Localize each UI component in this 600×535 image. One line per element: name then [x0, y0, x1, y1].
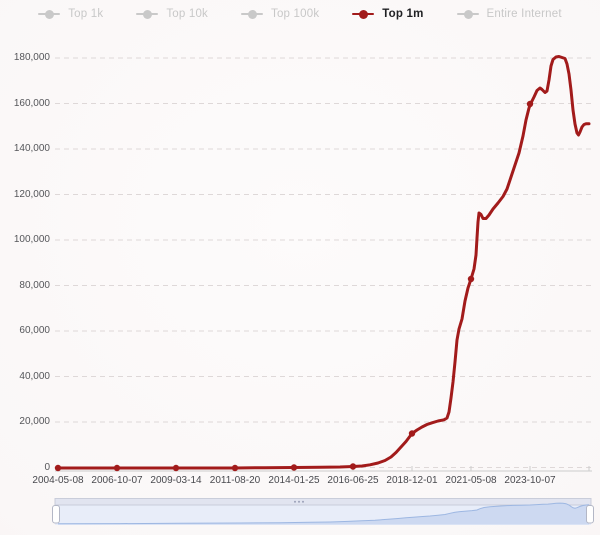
y-axis-label: 120,000 — [13, 188, 50, 200]
scrollbar-grip-icon — [294, 500, 296, 503]
legend-item-top-1k[interactable]: Top 1k — [38, 8, 103, 20]
range-navigator[interactable] — [52, 498, 594, 526]
y-axis-label: 40,000 — [19, 370, 50, 382]
navigator-mini-line — [57, 502, 590, 525]
y-axis-label: 20,000 — [19, 416, 50, 427]
top-1m-series-line — [56, 55, 591, 470]
scrollbar-grip-icon — [298, 500, 300, 503]
x-axis-label: 2011-08-20 — [209, 475, 261, 486]
legend-item-top-100k[interactable]: Top 100k — [241, 8, 319, 20]
x-axis-label: 2014-01-25 — [268, 475, 320, 486]
y-axis-label: 140,000 — [13, 143, 50, 154]
legend-item-label: Top 1m — [382, 8, 424, 20]
legend: Top 1k Top 10k Top 100k Top 1m Entire In… — [0, 8, 600, 20]
x-axis-label: 2006-10-07 — [91, 475, 143, 486]
y-axis-label: 80,000 — [19, 279, 50, 291]
y-axis-label: 160,000 — [13, 97, 50, 109]
series-line-marker-icon — [352, 9, 375, 19]
y-axis-label: 100,000 — [13, 234, 50, 245]
legend-item-label: Top 100k — [271, 8, 320, 20]
legend-item-top-1m[interactable]: Top 1m — [352, 8, 423, 20]
legend-item-entire-internet[interactable]: Entire Internet — [456, 8, 562, 20]
navigator-mini-area — [58, 503, 589, 525]
gridlines — [55, 57, 592, 468]
series-line-marker-icon — [456, 9, 479, 19]
x-axis-label: 2016-06-25 — [327, 475, 379, 486]
series-line-marker-icon — [38, 9, 61, 19]
series-point-markers — [54, 100, 534, 472]
y-axis-label: 180,000 — [13, 52, 50, 63]
series-line-marker-icon — [136, 9, 159, 19]
navigator-left-handle[interactable] — [52, 505, 60, 524]
legend-item-label: Top 1k — [68, 8, 104, 20]
x-axis-label: 2004-05-08 — [32, 475, 84, 486]
y-axis-label: 0 — [44, 461, 50, 473]
x-axis-label: 2009-03-14 — [150, 475, 202, 486]
legend-item-label: Entire Internet — [486, 8, 562, 20]
scrollbar-grip-icon — [302, 500, 304, 503]
navigator-scrollbar[interactable] — [54, 498, 592, 506]
x-axis-label: 2021-05-08 — [445, 475, 497, 486]
legend-item-label: Top 10k — [166, 8, 208, 20]
x-axis-label: 2018-12-01 — [386, 475, 438, 486]
navigator-right-handle[interactable] — [586, 505, 594, 524]
legend-item-top-10k[interactable]: Top 10k — [136, 8, 208, 20]
y-axis-label: 60,000 — [19, 325, 50, 336]
series-line-marker-icon — [241, 9, 263, 19]
x-axis-label: 2023-10-07 — [504, 475, 556, 486]
